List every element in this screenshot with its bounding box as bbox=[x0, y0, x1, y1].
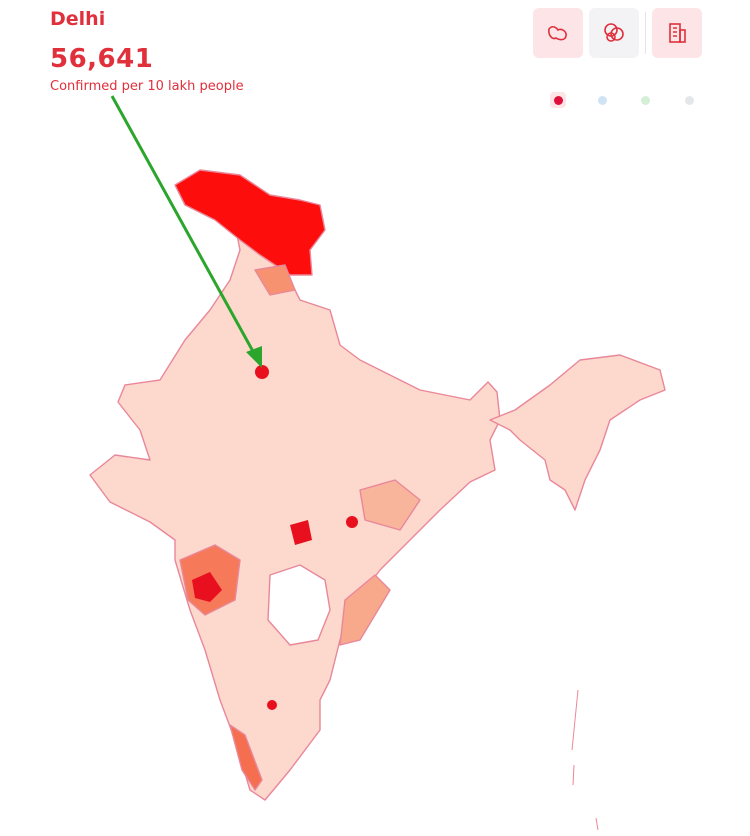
region-name: Delhi bbox=[50, 8, 106, 30]
district-button[interactable] bbox=[652, 8, 702, 58]
mainland bbox=[89, 224, 501, 801]
recovered-dot[interactable] bbox=[637, 92, 653, 108]
active-dot[interactable] bbox=[594, 92, 610, 108]
deceased-dot[interactable] bbox=[681, 92, 697, 108]
telangana bbox=[267, 564, 331, 646]
odisha bbox=[359, 479, 421, 531]
jammu-kashmir bbox=[174, 169, 326, 276]
bubble-mode-button[interactable] bbox=[589, 8, 639, 58]
punjab-haryana bbox=[254, 264, 296, 296]
bhubaneswar bbox=[346, 516, 358, 528]
icon bbox=[548, 25, 567, 41]
divider bbox=[645, 12, 646, 54]
bengaluru bbox=[267, 700, 277, 710]
map-mode-button[interactable] bbox=[533, 8, 583, 58]
nagpur bbox=[290, 520, 312, 545]
region-value: 56,641 bbox=[50, 44, 154, 74]
delhi bbox=[255, 365, 269, 379]
confirmed-dot[interactable] bbox=[550, 92, 566, 108]
kerala bbox=[229, 724, 263, 791]
pointer-arrow bbox=[110, 95, 262, 368]
northeast bbox=[489, 354, 666, 511]
icon bbox=[604, 23, 624, 42]
pune bbox=[192, 572, 222, 602]
metric-label: Confirmed per 10 lakh people bbox=[50, 79, 244, 94]
icon bbox=[669, 23, 686, 43]
andhra-coast bbox=[339, 574, 391, 646]
andaman-islands bbox=[571, 689, 599, 831]
